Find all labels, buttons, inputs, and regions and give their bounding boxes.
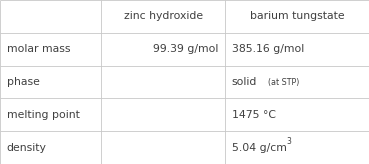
Text: melting point: melting point: [7, 110, 79, 120]
Text: (at STP): (at STP): [268, 78, 299, 86]
Text: 99.39 g/mol: 99.39 g/mol: [153, 44, 218, 54]
Text: zinc hydroxide: zinc hydroxide: [124, 11, 203, 21]
Text: barium tungstate: barium tungstate: [250, 11, 344, 21]
Text: solid: solid: [232, 77, 257, 87]
Text: density: density: [7, 143, 46, 153]
Text: 3: 3: [286, 137, 291, 145]
Text: phase: phase: [7, 77, 39, 87]
Text: 5.04 g/cm: 5.04 g/cm: [232, 143, 287, 153]
Text: 385.16 g/mol: 385.16 g/mol: [232, 44, 304, 54]
Text: molar mass: molar mass: [7, 44, 70, 54]
Text: 1475 °C: 1475 °C: [232, 110, 276, 120]
